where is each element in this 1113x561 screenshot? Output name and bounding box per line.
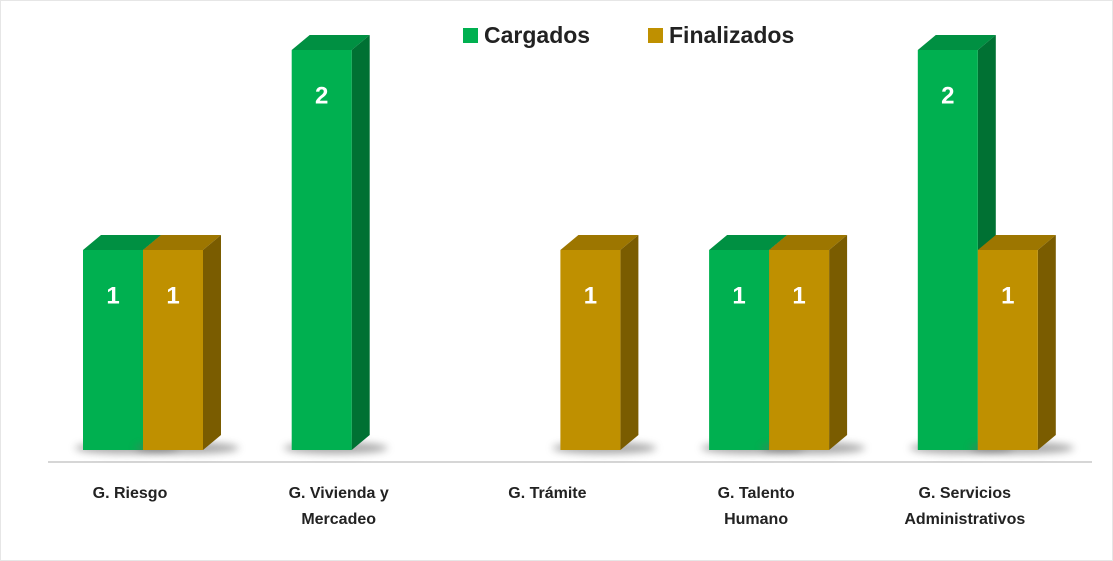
legend-swatch	[463, 28, 478, 43]
legend-item: Finalizados	[648, 22, 794, 49]
bar	[977, 250, 1038, 450]
legend-label: Finalizados	[669, 22, 795, 48]
x-tick-label: G. Riesgo	[92, 485, 168, 502]
bar	[769, 250, 830, 450]
bar-side	[620, 235, 639, 450]
bar-top	[143, 235, 221, 250]
bar-side	[203, 235, 221, 450]
value-label: 2	[941, 82, 954, 109]
bar-top	[769, 235, 848, 250]
bar-side	[351, 35, 370, 450]
bar-top	[291, 35, 370, 50]
value-label: 2	[315, 82, 328, 109]
x-tick-label: G. Servicios Administrativos	[904, 485, 1026, 528]
x-tick-label: G. Talento Humano	[717, 485, 795, 528]
bar-top	[977, 235, 1056, 250]
x-tick-label: G. Trámite	[508, 485, 587, 502]
legend-swatch	[648, 28, 663, 43]
value-label: 1	[792, 282, 805, 309]
value-label: 1	[106, 282, 119, 309]
value-label: 1	[732, 282, 745, 309]
bar-side	[1037, 235, 1056, 450]
bar-top	[917, 35, 996, 50]
bar	[917, 50, 978, 450]
bar	[143, 250, 203, 450]
legend-label: Cargados	[484, 22, 591, 48]
bar-side	[829, 235, 848, 450]
bar-top	[83, 235, 161, 250]
bar	[83, 250, 143, 450]
bar-top	[709, 235, 788, 250]
bar	[291, 50, 352, 450]
value-label: 1	[584, 282, 597, 309]
value-label: 1	[166, 282, 179, 309]
x-tick-label: G. Vivienda y Mercadeo	[288, 485, 389, 528]
legend-item: Cargados	[463, 22, 590, 49]
bar-top	[560, 235, 639, 250]
bar	[560, 250, 621, 450]
bar	[709, 250, 770, 450]
value-label: 1	[1001, 282, 1014, 309]
